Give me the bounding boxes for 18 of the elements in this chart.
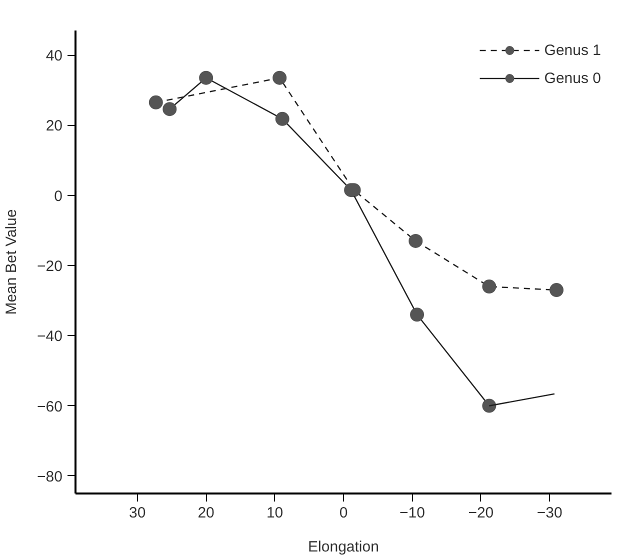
x-tick-label: 30: [129, 504, 146, 522]
y-tick-label: −60: [37, 398, 63, 416]
x-axis-title: Elongation: [308, 538, 379, 556]
y-tick-label: 20: [46, 118, 63, 135]
legend-label: Genus 0: [544, 70, 601, 86]
x-tick-label: 10: [266, 504, 284, 522]
x-tick-label: 20: [198, 504, 214, 522]
x-tick-label: −10: [399, 504, 425, 522]
y-tick-label: 40: [46, 48, 63, 65]
y-tick-label: −40: [37, 328, 63, 346]
y-tick-label: −20: [37, 258, 63, 276]
x-tick-label: 0: [339, 504, 348, 522]
y-axis-title: Mean Bet Value: [3, 209, 20, 315]
x-tick-label: −20: [468, 504, 494, 522]
x-tick-label: −30: [536, 504, 562, 522]
y-tick-label: −80: [37, 468, 63, 486]
legend-label: Genus 1: [544, 42, 601, 58]
y-tick-label: 0: [54, 188, 62, 205]
